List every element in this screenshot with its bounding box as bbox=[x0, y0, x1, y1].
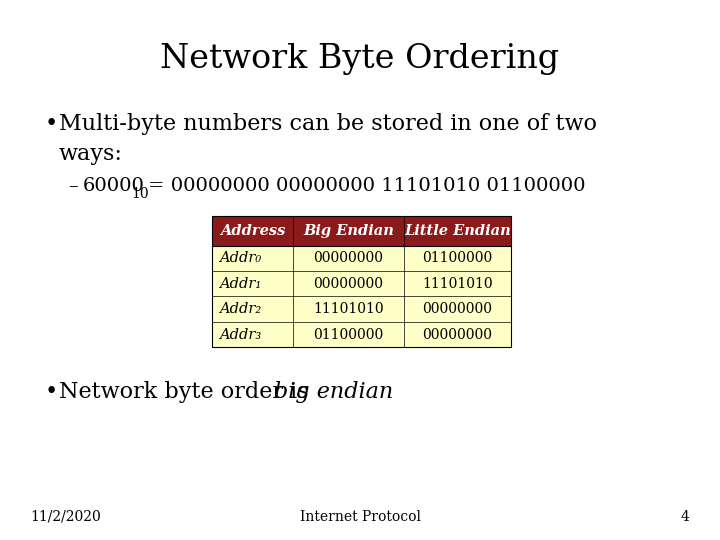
Text: Network byte order is: Network byte order is bbox=[59, 381, 315, 403]
Text: Addr₃: Addr₃ bbox=[220, 328, 262, 341]
Bar bbox=[212, 246, 511, 271]
Text: 01100000: 01100000 bbox=[423, 252, 492, 265]
Bar bbox=[212, 271, 511, 296]
Bar bbox=[212, 322, 511, 347]
Text: Network Byte Ordering: Network Byte Ordering bbox=[161, 43, 559, 75]
Text: = 00000000 00000000 11101010 01100000: = 00000000 00000000 11101010 01100000 bbox=[148, 177, 585, 195]
Text: 11101010: 11101010 bbox=[313, 302, 384, 316]
Text: Big Endian: Big Endian bbox=[303, 224, 394, 238]
Text: 10: 10 bbox=[131, 187, 148, 201]
Text: 4: 4 bbox=[681, 510, 690, 524]
Text: ways:: ways: bbox=[59, 143, 123, 165]
Text: 11/2/2020: 11/2/2020 bbox=[30, 510, 101, 524]
Text: 00000000: 00000000 bbox=[313, 252, 383, 265]
Bar bbox=[212, 216, 511, 347]
Text: 01100000: 01100000 bbox=[313, 328, 384, 341]
Text: •: • bbox=[45, 113, 58, 136]
Text: 00000000: 00000000 bbox=[423, 328, 492, 341]
Text: 11101010: 11101010 bbox=[422, 277, 492, 291]
Text: 60000: 60000 bbox=[83, 177, 145, 195]
Text: 00000000: 00000000 bbox=[313, 277, 383, 291]
Text: •: • bbox=[45, 381, 58, 403]
Text: Addr₁: Addr₁ bbox=[220, 277, 262, 291]
Text: 00000000: 00000000 bbox=[423, 302, 492, 316]
Bar bbox=[212, 296, 511, 322]
Text: Address: Address bbox=[220, 224, 285, 238]
Text: –: – bbox=[68, 177, 78, 195]
Text: big endian: big endian bbox=[274, 381, 393, 403]
Text: Internet Protocol: Internet Protocol bbox=[300, 510, 420, 524]
Text: Addr₀: Addr₀ bbox=[220, 252, 262, 265]
Text: Addr₂: Addr₂ bbox=[220, 302, 262, 316]
Text: Little Endian: Little Endian bbox=[404, 224, 510, 238]
Bar bbox=[212, 216, 511, 246]
Text: Multi-byte numbers can be stored in one of two: Multi-byte numbers can be stored in one … bbox=[59, 113, 597, 136]
